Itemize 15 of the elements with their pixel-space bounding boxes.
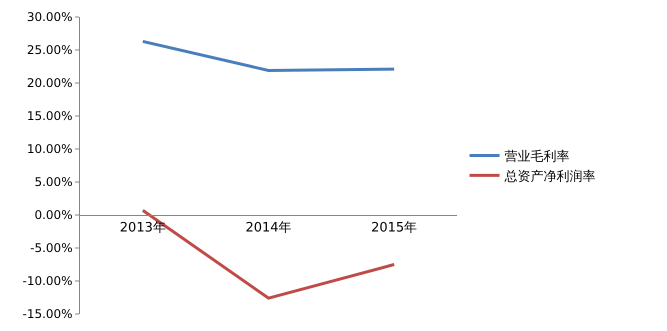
y-tick-label: 15.00% <box>26 109 73 124</box>
x-tick-label: 2013年 <box>120 220 166 236</box>
y-tick-label: 0.00% <box>34 208 73 222</box>
y-tick-label: 30.00% <box>26 10 73 24</box>
y-tick-label: 10.00% <box>26 142 73 156</box>
y-tick-label: -5.00% <box>30 241 73 256</box>
legend-label: 营业毛利率 <box>504 148 570 165</box>
y-tick-label: 20.00% <box>26 76 73 90</box>
legend-label: 总资产净利润率 <box>504 168 596 184</box>
y-tick-label: -15.00% <box>22 307 73 322</box>
x-tick-label: 2014年 <box>245 220 292 236</box>
y-tick-label: -10.00% <box>22 274 73 288</box>
x-tick-label: 2015年 <box>371 220 418 236</box>
y-tick-label: 5.00% <box>34 175 73 190</box>
y-tick-label: 25.00% <box>26 43 73 58</box>
